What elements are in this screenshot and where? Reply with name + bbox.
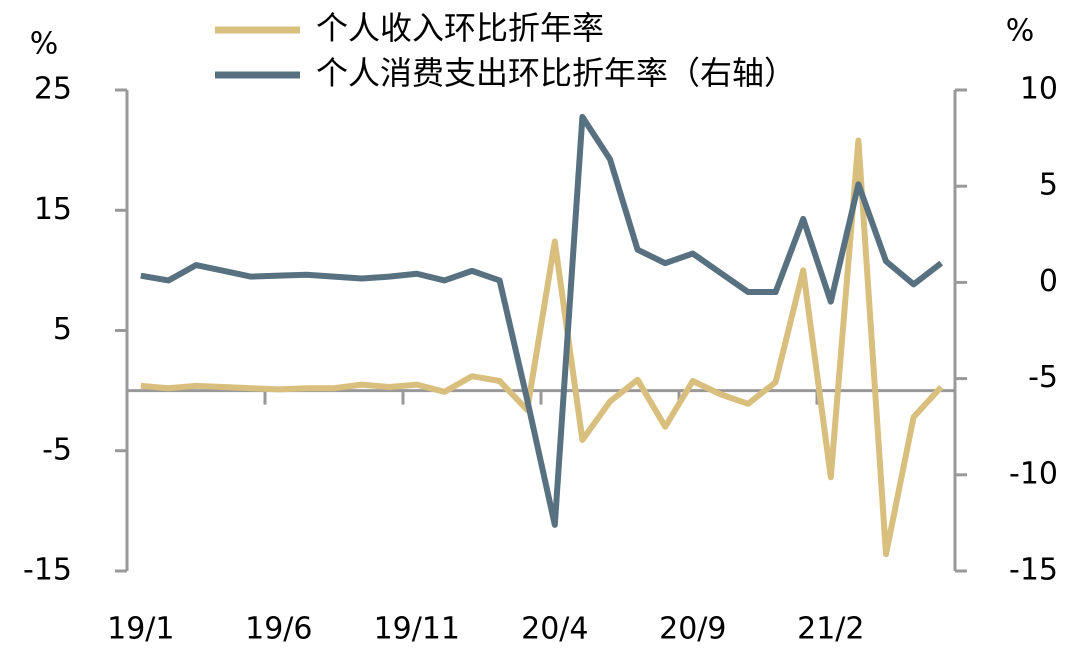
series-line — [140, 137, 944, 558]
x-tick-label: 19/11 — [374, 612, 460, 647]
y2-tick-label: -15 — [1009, 553, 1058, 588]
x-tick-label: 19/1 — [107, 612, 174, 647]
x-tick-label: 20/9 — [659, 612, 726, 647]
y-axis-label: % — [30, 27, 59, 62]
series-line — [140, 113, 944, 528]
legend-text: 个人收入环比折年率 — [316, 9, 604, 47]
x-tick-label: 20/4 — [521, 612, 588, 647]
y2-tick-label: 10 — [1020, 72, 1058, 107]
y-tick-label: -15 — [23, 553, 72, 588]
y-tick-label: -5 — [42, 432, 72, 467]
x-tick-label: 21/2 — [797, 612, 864, 647]
y-tick-label: 15 — [34, 192, 72, 227]
y-tick-label: 5 — [53, 312, 72, 347]
legend-text: 个人消费支出环比折年率（右轴） — [316, 54, 796, 92]
y-tick-label: 25 — [34, 72, 72, 107]
x-tick-label: 19/6 — [245, 612, 312, 647]
y2-tick-label: -5 — [1028, 360, 1058, 395]
y2-tick-label: 0 — [1039, 264, 1058, 299]
y2-tick-label: 5 — [1039, 168, 1058, 203]
y2-tick-label: -10 — [1009, 456, 1058, 491]
y2-axis-label: % — [1006, 14, 1035, 49]
